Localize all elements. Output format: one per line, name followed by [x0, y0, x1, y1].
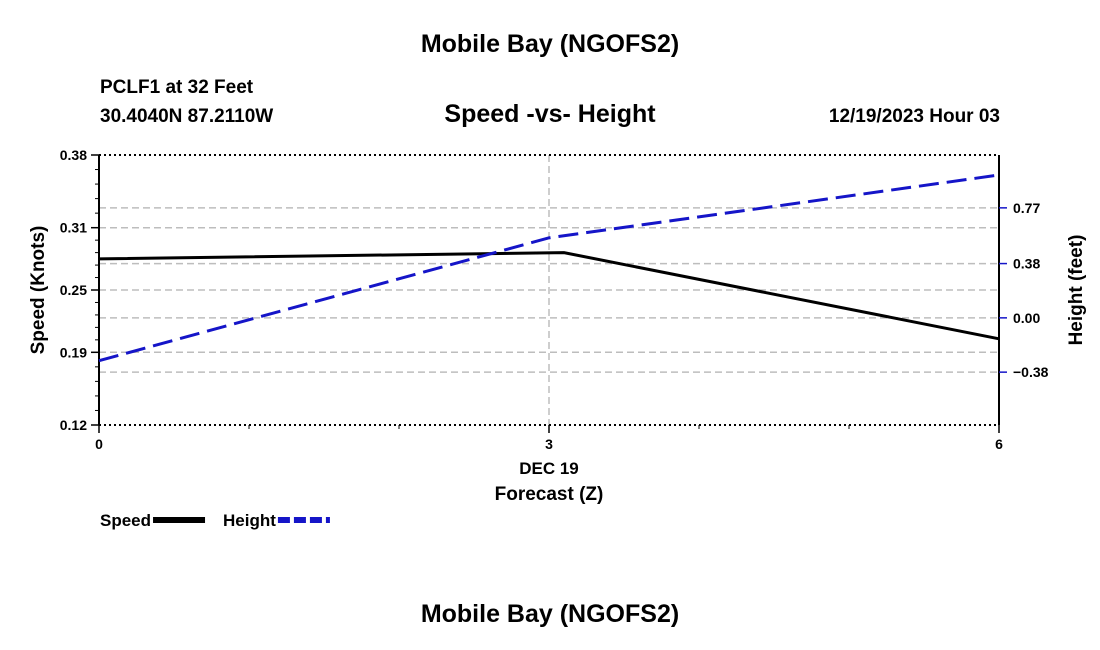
- coordinates-label: 30.4040N 87.2110W: [100, 106, 274, 127]
- left-tick-label: 0.31: [60, 220, 87, 236]
- legend: Speed Height: [100, 511, 330, 530]
- legend-label-height: Height: [223, 511, 276, 530]
- left-tick-label: 0.38: [60, 147, 87, 163]
- legend-label-speed: Speed: [100, 511, 151, 530]
- series-line-height: [98, 173, 1000, 363]
- left-axis-title: Speed (Knots): [28, 226, 49, 355]
- main-title: Mobile Bay (NGOFS2): [420, 30, 680, 58]
- timestamp-label: 12/19/2023 Hour 03: [828, 106, 1000, 127]
- footer-title: Mobile Bay (NGOFS2): [420, 600, 680, 628]
- chart-title: Speed -vs- Height: [444, 100, 656, 128]
- right-tick-label: −0.38: [1013, 364, 1049, 380]
- right-tick-label: 0.38: [1013, 256, 1040, 272]
- station-label: PCLF1 at 32 Feet: [100, 77, 254, 98]
- x-date-label: DEC 19: [519, 459, 579, 478]
- grid: [99, 155, 999, 425]
- axes: 0.12 0.19 0.25 0.31 0.38 −0.38 0.00 0.38 0.77 0 3 6…: [28, 147, 1087, 505]
- x-tick-label: 6: [995, 436, 1003, 452]
- right-axis-title: Height (feet): [1066, 235, 1087, 346]
- right-tick-label: 0.00: [1013, 310, 1040, 326]
- series-line-speed: [98, 251, 1000, 341]
- x-tick-label: 3: [545, 436, 553, 452]
- right-tick-label: 0.77: [1013, 200, 1040, 216]
- series-layer: [98, 173, 1000, 363]
- left-tick-label: 0.19: [60, 344, 87, 360]
- left-tick-label: 0.12: [60, 417, 87, 433]
- left-tick-label: 0.25: [60, 282, 87, 298]
- x-tick-label: 0: [95, 436, 103, 452]
- x-axis-title: Forecast (Z): [495, 484, 604, 505]
